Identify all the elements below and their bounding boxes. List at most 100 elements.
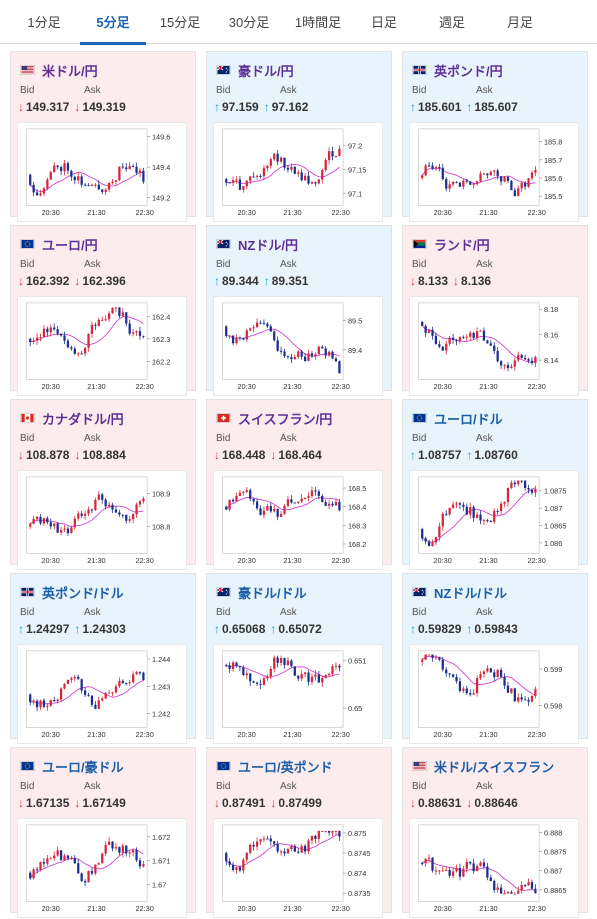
currency-card-eu-jp: ユーロ/円 Bid Ask ↓ 162.392 ↓ 162.396 162.4 1… — [10, 225, 196, 396]
candlestick-chart[interactable]: 168.5 168.4 168.3 168.2 20:30 21:30 22:30 — [213, 470, 383, 570]
tab-1hour[interactable]: 1時間足 — [294, 15, 342, 30]
currency-pair-link[interactable]: 豪ドル/円 — [216, 61, 294, 79]
candlestick-chart[interactable]: 185.8 185.7 185.6 185.5 20:30 21:30 22:30 — [409, 122, 579, 222]
candlestick-chart[interactable]: 97.2 97.15 97.1 20:30 21:30 22:30 — [213, 122, 383, 222]
tab-weekly[interactable]: 週足 — [438, 15, 465, 30]
currency-pair-link[interactable]: 英ポンド/円 — [412, 61, 503, 79]
candlestick-chart[interactable]: 0.651 0.65 20:30 21:30 22:30 — [213, 644, 383, 744]
candle-up — [479, 861, 482, 867]
candle-up — [465, 334, 468, 342]
tab-30min[interactable]: 30分足 — [228, 15, 270, 30]
y-tick-label: 0.887 — [544, 867, 562, 876]
moving-average-line — [225, 496, 340, 511]
bid-label: Bid — [20, 433, 35, 444]
candle-up — [273, 505, 276, 513]
candlestick-chart[interactable]: 1.244 1.243 1.242 20:30 21:30 22:30 — [17, 644, 187, 744]
candle-up — [269, 157, 272, 169]
candle-down — [506, 175, 510, 184]
candle-up — [32, 337, 35, 345]
moving-average-line — [29, 171, 144, 192]
tab-15min[interactable]: 15分足 — [159, 15, 201, 30]
candle-down — [238, 336, 242, 341]
candle-down — [56, 325, 59, 336]
candlestick-chart[interactable]: 8.18 8.16 8.14 20:30 21:30 22:30 — [409, 296, 579, 396]
candle-up — [517, 185, 520, 197]
arrow-down-icon: ↓ — [214, 796, 220, 810]
candle-down — [269, 324, 272, 332]
moving-average-line — [421, 167, 536, 185]
candle-up — [421, 658, 424, 666]
y-tick-label: 1.671 — [152, 857, 170, 866]
currency-pair-link[interactable]: 英ポンド/ドル — [20, 583, 124, 601]
plot-area — [26, 128, 148, 206]
tab-1min[interactable]: 1分足 — [27, 15, 61, 30]
currency-pair-link[interactable]: ユーロ/ドル — [412, 409, 503, 427]
candle-down — [276, 336, 279, 352]
tab-monthly[interactable]: 月足 — [506, 15, 533, 30]
candle-up — [310, 486, 314, 499]
candlestick-chart[interactable]: 1.0875 1.087 1.0865 1.086 20:30 21:30 22:30 — [409, 470, 579, 570]
currency-pair-link[interactable]: ユーロ/円 — [20, 235, 98, 253]
y-tick-label: 108.8 — [152, 523, 170, 532]
candle-up — [231, 176, 235, 186]
y-tick-label: 89.5 — [348, 316, 362, 325]
candlestick-chart[interactable]: 149.6 149.4 149.2 20:30 21:30 22:30 — [17, 122, 187, 222]
candle-down — [283, 848, 286, 857]
candle-down — [290, 495, 293, 504]
candle-down — [527, 484, 530, 494]
candle-up — [255, 837, 259, 851]
currency-pair-link[interactable]: ユーロ/豪ドル — [20, 757, 124, 775]
ask-label: Ask — [476, 607, 493, 618]
currency-pair-link[interactable]: 米ドル/スイスフラン — [412, 757, 554, 775]
candlestick-chart[interactable]: 89.5 89.4 20:30 21:30 22:30 — [213, 296, 383, 396]
currency-pair-link[interactable]: NZドル/ドル — [412, 583, 507, 601]
candle-up — [438, 869, 441, 875]
tab-5min[interactable]: 5分足 — [80, 0, 146, 45]
currency-card-za-jp: ランド/円 Bid Ask ↓ 8.133 ↓ 8.136 8.18 8.16 8.… — [402, 225, 588, 396]
x-tick-label: 20:30 — [41, 904, 59, 913]
arrow-up-icon: ↑ — [466, 100, 473, 114]
candle-up — [493, 169, 496, 177]
candle-up — [517, 480, 520, 487]
currency-pair-link[interactable]: ランド/円 — [412, 235, 490, 253]
candle-down — [421, 861, 424, 866]
moving-average-line — [422, 859, 536, 891]
currency-pair-link[interactable]: 豪ドル/ドル — [216, 583, 307, 601]
candlestick-chart[interactable]: 0.875 0.8745 0.874 0.8735 20:30 21:30 22:30 — [213, 818, 383, 918]
candlestick-chart[interactable]: 0.599 0.598 20:30 21:30 22:30 — [409, 644, 579, 744]
candlestick-chart[interactable]: 1.672 1.671 1.67 20:30 21:30 22:30 — [17, 818, 187, 918]
arrow-down-icon: ↓ — [74, 796, 81, 810]
candle-down — [523, 480, 527, 491]
candle-down — [424, 536, 427, 545]
candle-up — [255, 174, 259, 180]
candle-down — [338, 499, 341, 512]
candle-down — [314, 834, 317, 844]
candlestick-chart[interactable]: 0.888 0.8875 0.887 0.8865 20:30 21:30 22:30 — [409, 818, 579, 918]
candle-down — [77, 859, 80, 874]
candle-down — [125, 163, 128, 172]
currency-pair-name: 英ポンド/円 — [434, 63, 503, 79]
x-tick-label: 22:30 — [527, 556, 545, 565]
candle-down — [66, 854, 70, 861]
candlestick-chart[interactable]: 108.9 108.8 20:30 21:30 22:30 — [17, 470, 187, 570]
currency-pair-link[interactable]: ユーロ/英ポンド — [216, 757, 333, 775]
tab-daily[interactable]: 日足 — [370, 15, 397, 30]
x-tick-label: 20:30 — [433, 382, 451, 391]
candle-up — [32, 516, 35, 525]
currency-pair-link[interactable]: カナダドル/円 — [20, 409, 124, 427]
candle-down — [231, 498, 235, 503]
candle-down — [486, 173, 489, 179]
ask-label: Ask — [84, 781, 101, 792]
currency-pair-link[interactable]: スイスフラン/円 — [216, 409, 332, 427]
currency-card-eu-au: ユーロ/豪ドル Bid Ask ↓ 1.67135 ↓ 1.67149 1.67… — [10, 747, 196, 918]
candle-up — [462, 686, 465, 694]
candlestick-chart[interactable]: 162.4 162.3 162.2 20:30 21:30 22:30 — [17, 296, 187, 396]
candle-up — [42, 186, 46, 196]
currency-pair-link[interactable]: NZドル/円 — [216, 235, 298, 253]
bid-value-group: ↓ 0.88631 — [410, 796, 461, 810]
candle-up — [104, 315, 107, 322]
candle-down — [101, 492, 104, 504]
candle-down — [530, 357, 534, 366]
currency-pair-link[interactable]: 米ドル/円 — [20, 61, 98, 79]
candle-down — [300, 168, 303, 182]
